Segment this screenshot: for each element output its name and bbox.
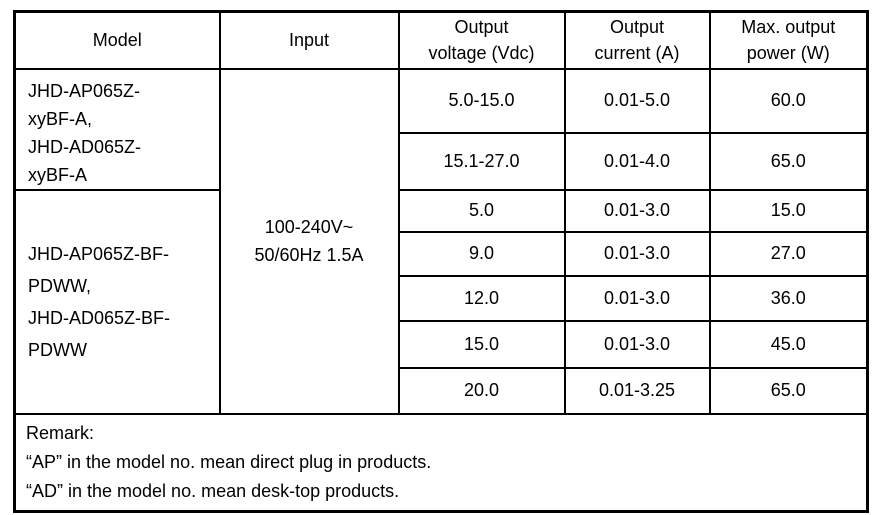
max-power-value: 45.0 [708,319,869,369]
remark-cell: Remark: “AP” in the model no. mean direc… [13,412,869,512]
input-cell: 100-240V~ 50/60Hz 1.5A [218,67,400,415]
output-current-value: 0.01-3.0 [563,274,711,322]
header-row: Model Input Output voltage (Vdc) Output … [13,10,869,70]
table-row: JHD-AP065Z- xyBF-A, JHD-AD065Z- xyBF-A 1… [13,67,869,415]
model-cell-group-2: JHD-AP065Z-BF- PDWW, JHD-AD065Z-BF- PDWW [13,188,221,415]
max-power-value: 15.0 [708,188,869,233]
header-output-current: Output current (A) [563,10,711,70]
header-output-voltage: Output voltage (Vdc) [397,10,566,70]
header-input: Input [218,10,400,70]
output-voltage-value: 20.0 [397,366,566,415]
output-voltage-value: 12.0 [397,274,566,322]
output-voltage-value: 5.0-15.0 [397,67,566,134]
output-current-value: 0.01-5.0 [563,67,711,134]
table-row: JHD-AP065Z-BF- PDWW, JHD-AD065Z-BF- PDWW… [13,188,869,415]
max-power-value: 60.0 [708,67,869,134]
model-cell-group-1: JHD-AP065Z- xyBF-A, JHD-AD065Z- xyBF-A [13,67,221,191]
remark-title: Remark: [26,422,95,443]
table-row: 9.0 0.01-3.0 27.0 [15,230,869,277]
table-row: 15.1-27.0 0.01-4.0 65.0 [15,131,869,191]
max-power-value: 65.0 [708,366,869,415]
remark-line-ad: “AD” in the model no. mean desk-top prod… [26,480,400,501]
remark-line-ap: “AP” in the model no. mean direct plug i… [26,451,432,472]
output-current-value: 0.01-4.0 [563,131,711,191]
header-model: Model [13,10,221,70]
max-power-value: 65.0 [708,131,869,191]
max-power-value: 27.0 [708,230,869,277]
output-voltage-value: 15.0 [397,319,566,369]
output-voltage-value: 9.0 [397,230,566,277]
table-row: 15.0 0.01-3.0 45.0 [15,319,869,369]
output-voltage-value: 5.0 [397,188,566,233]
header-model-label: Model [92,30,142,51]
output-current-value: 0.01-3.0 [563,319,711,369]
power-spec-table: Model Input Output voltage (Vdc) Output … [13,10,869,513]
header-max-output-power: Max. output power (W) [708,10,869,70]
output-voltage-value: 15.1-27.0 [397,131,566,191]
output-current-value: 0.01-3.0 [563,188,711,233]
remark-row: Remark: “AP” in the model no. mean direc… [13,412,869,512]
header-input-label: Input [288,30,330,51]
max-power-value: 36.0 [708,274,869,322]
table-row: 20.0 0.01-3.25 65.0 [15,366,869,415]
output-current-value: 0.01-3.0 [563,230,711,277]
table-row: 12.0 0.01-3.0 36.0 [15,274,869,322]
output-current-value: 0.01-3.25 [563,366,711,415]
